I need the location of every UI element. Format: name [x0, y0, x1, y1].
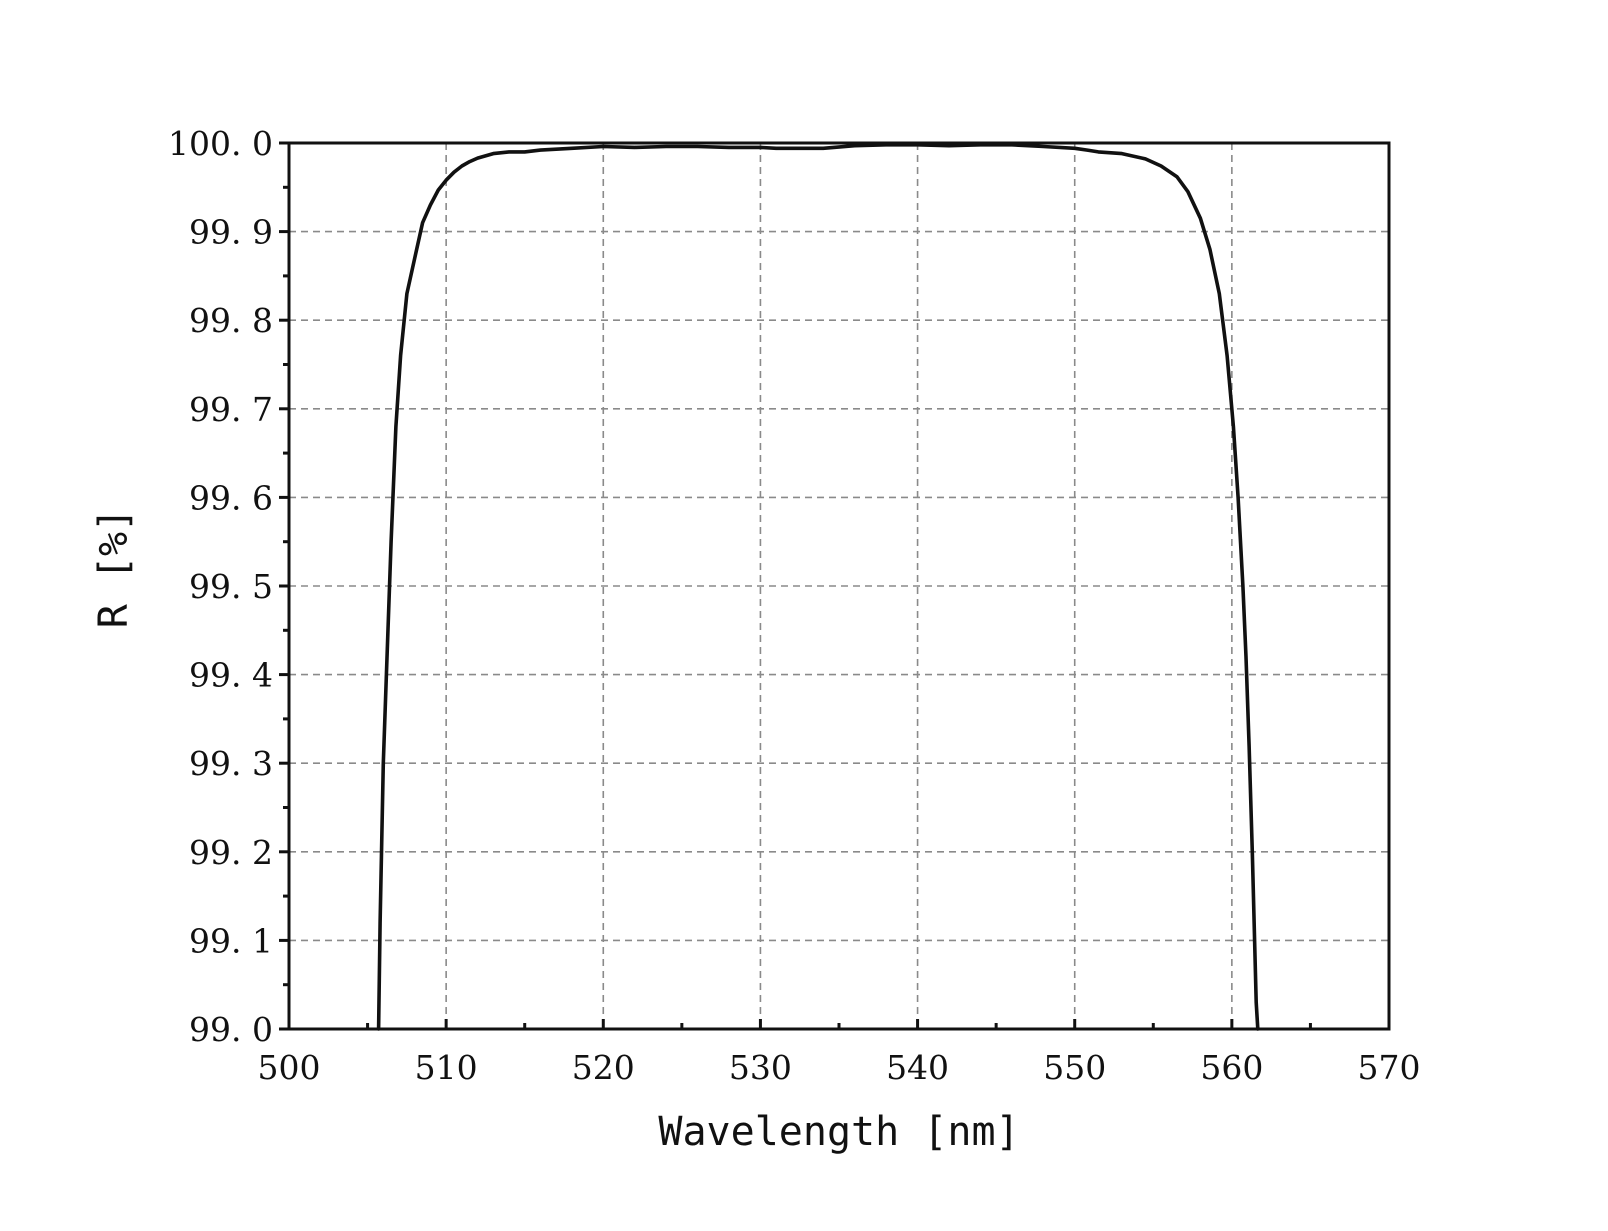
y-axis-label: R [%]	[91, 508, 137, 628]
y-tick-label: 99. 4	[189, 656, 273, 695]
y-tick-label: 99. 7	[189, 390, 273, 429]
y-tick-label: 99. 0	[189, 1010, 273, 1049]
y-tick-label: 100. 0	[168, 124, 273, 163]
y-tick-label: 99. 6	[189, 478, 273, 517]
x-axis-label: Wavelength [nm]	[658, 1109, 1019, 1155]
x-tick-label: 550	[1043, 1048, 1106, 1087]
tick-labels: 500 510 520 530 540 550 560 570 99. 0 99. 1 99. 2 9…	[168, 124, 1420, 1087]
y-tick-label: 99. 1	[189, 921, 273, 960]
x-tick-label: 560	[1200, 1048, 1263, 1087]
x-tick-label: 570	[1358, 1048, 1421, 1087]
x-tick-label: 540	[886, 1048, 949, 1087]
y-tick-label: 99. 5	[189, 567, 273, 606]
plot-frame	[287, 141, 1391, 1031]
y-tick-label: 99. 3	[189, 744, 273, 783]
x-tick-label: 510	[415, 1048, 478, 1087]
x-tick-label: 500	[258, 1048, 321, 1087]
y-tick-label: 99. 9	[189, 213, 273, 252]
series-layer	[376, 143, 1260, 1031]
grid-lines	[289, 143, 1389, 1029]
reflectance-line	[376, 143, 1260, 1031]
y-tick-label: 99. 2	[189, 833, 273, 872]
x-tick-label: 530	[729, 1048, 792, 1087]
x-tick-label: 520	[572, 1048, 635, 1087]
y-tick-label: 99. 8	[189, 301, 273, 340]
